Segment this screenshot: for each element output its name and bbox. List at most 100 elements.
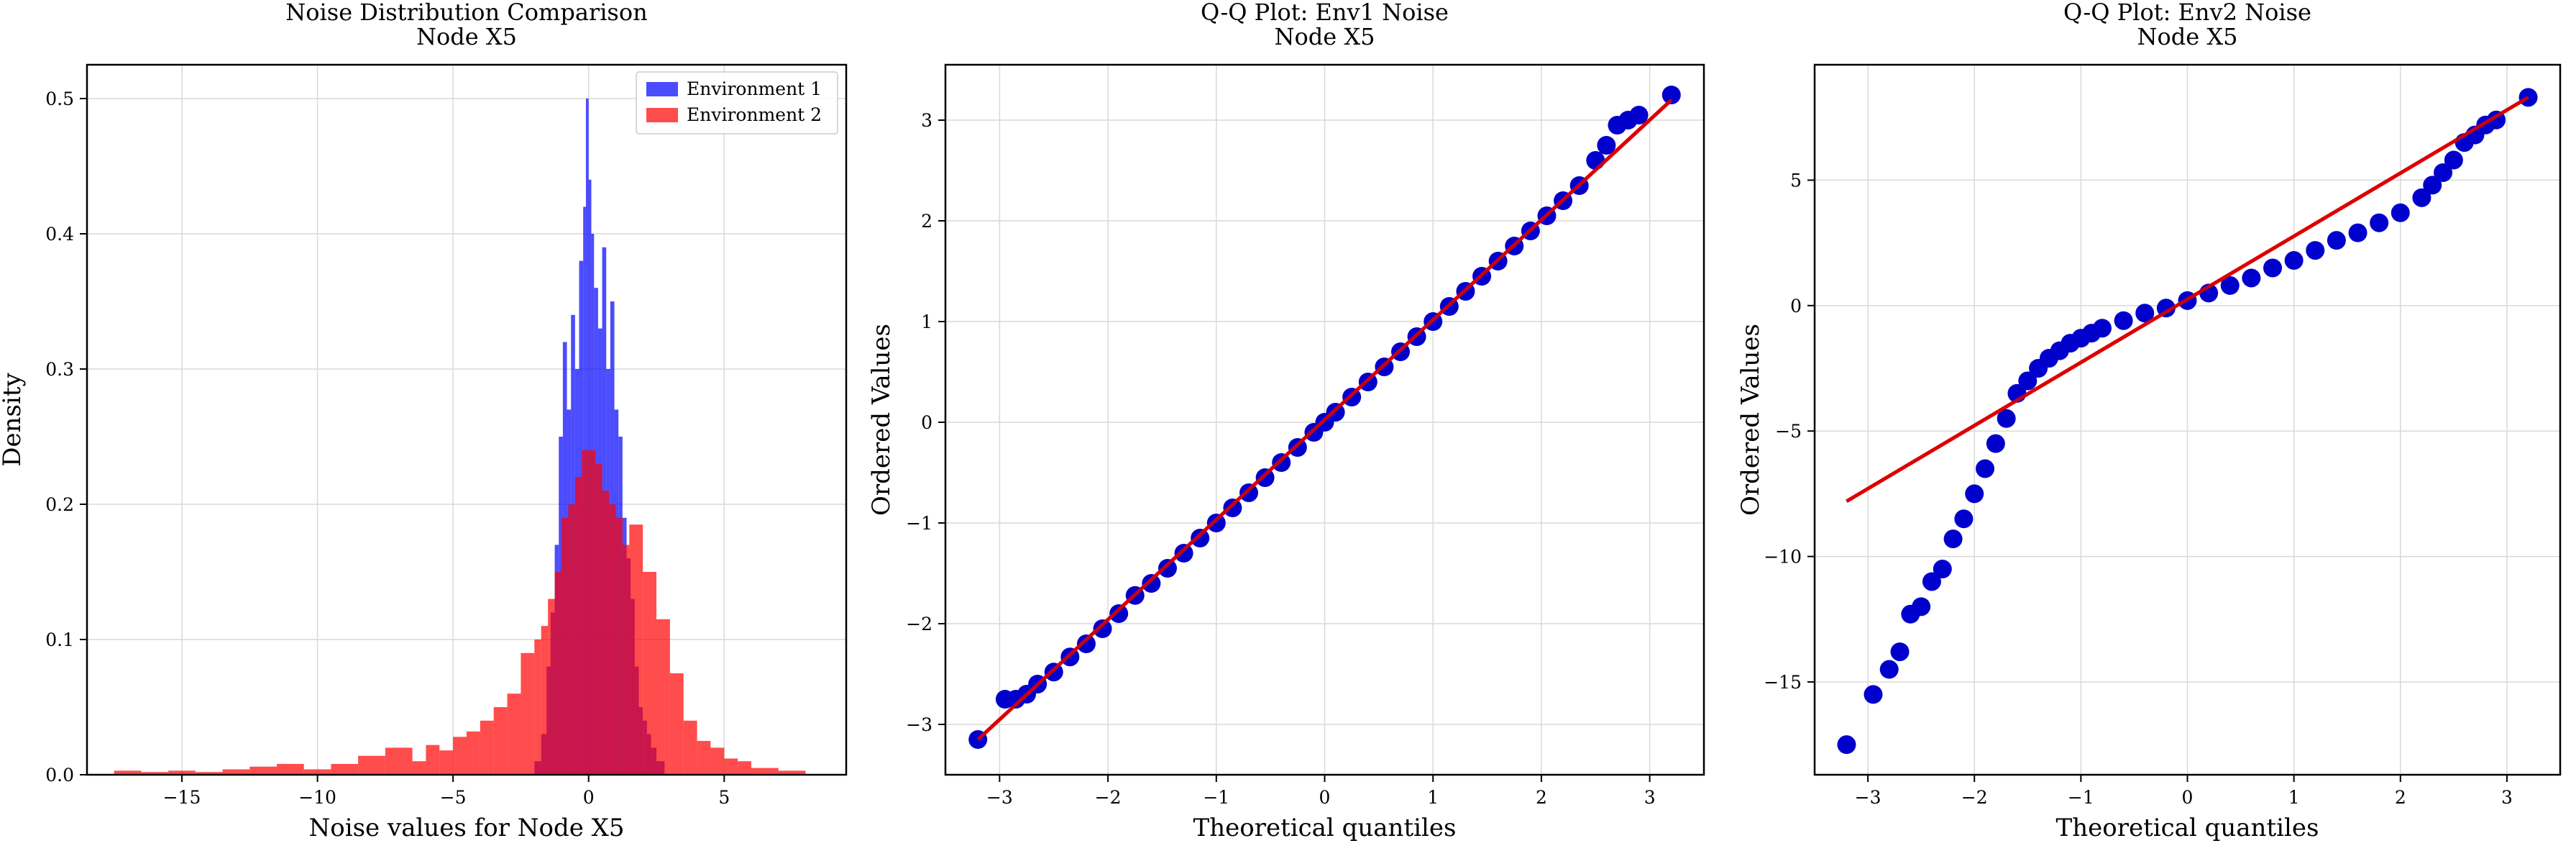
histogram-bar-series-2 [541,626,549,775]
qq-point [1255,468,1275,487]
x-tick-label: −15 [163,787,201,808]
x-tick-label: −2 [1095,787,1122,808]
histogram-bar-series-2 [622,545,630,775]
qq-point [2220,276,2240,295]
y-tick-label: −2 [906,614,932,634]
chart-panel-2: −3 −2 −1 0 1 2 3 −3 −2 −1 0 1 2 3 Q-Q Plot: Env1 Noise… [867,0,1705,842]
qq-fit-line-overlay [1846,96,2529,503]
qq-point [1206,514,1226,532]
qq-point [1879,660,1899,679]
qq-point [1890,642,1910,662]
qq-point [1837,735,1856,755]
y-tick-label: −1 [906,513,932,534]
qq-point [1943,529,1963,549]
y-tick-label: 0.0 [45,765,74,786]
legend-label: Environment 1 [687,78,822,99]
histogram-bar-series-2 [629,524,643,775]
y-tick-label: 2 [921,211,932,232]
histogram-bar-series-2 [195,772,223,775]
qq-point [2306,241,2325,260]
histogram-bar-series-1 [585,99,589,775]
histogram-bar-series-2 [669,673,684,775]
qq-point [1174,544,1193,563]
qq-point [1629,106,1649,124]
x-tick-label: −10 [298,787,336,808]
x-tick-label: 2 [2395,787,2406,808]
y-tick-label: −15 [1764,672,1802,693]
qq-fit-line-overlay [976,99,1673,741]
qq-point [1922,572,1941,591]
x-tick-label: 1 [2288,787,2300,808]
qq-point [1661,86,1681,104]
legend: Environment 1 Environment 2 [636,71,838,135]
y-tick-label: −5 [1775,421,1802,442]
y-tick-label: 1 [921,311,932,332]
y-tick-label: 3 [921,110,932,131]
qq-point [2242,268,2261,288]
legend-swatch [646,108,678,122]
histogram-bar-series-2 [331,763,359,775]
qq-point [1093,619,1112,638]
y-axis-label: Ordered Values [1736,324,1765,516]
y-tick-label: 0.3 [45,359,74,380]
histogram-bar-series-2 [548,599,555,775]
histogram-bar-series-2 [751,768,779,775]
qq-point [2370,213,2389,232]
histogram-bar-series-2 [507,693,521,775]
histogram-bar-series-2 [778,770,806,775]
histogram-bar-series-2 [609,504,616,775]
histogram-bar-series-2 [168,770,196,775]
x-axis-label: Theoretical quantiles [2056,814,2319,842]
x-tick-label: −1 [1203,787,1229,808]
histogram-bar-series-2 [358,755,385,775]
qq-point [2114,311,2133,330]
qq-point [1586,151,1605,170]
histogram-bar-series-2 [467,731,480,775]
y-axis-label: Ordered Values [867,324,896,516]
y-tick-label: 5 [1790,170,1802,191]
x-tick-label: −1 [2068,787,2094,808]
histogram-bar-series-2 [595,463,602,775]
qq-point [2444,150,2463,170]
qq-point [2434,163,2453,182]
histogram-bar-series-2 [643,572,656,775]
qq-point [1997,409,2016,428]
qq-point [1191,529,1210,547]
histogram-bar-series-2 [114,770,142,775]
qq-point [1223,499,1242,517]
y-tick-label: 0 [921,412,932,433]
x-tick-label: 2 [1536,787,1547,808]
histogram-bar-series-2 [724,758,738,775]
histogram-bar-series-2 [554,572,562,775]
chart-title: Q-Q Plot: Env2 Noise [2063,0,2311,26]
histogram-bar-series-2 [738,761,751,775]
chart-title: Noise Distribution Comparison [285,0,647,26]
histogram-bar-series-2 [249,766,277,775]
legend-box [636,71,838,135]
y-tick-label: 0.5 [45,88,74,109]
qq-point [1933,560,1952,579]
histogram-bar-series-2 [303,769,331,775]
y-tick-label: −3 [906,714,932,735]
chart-panel-1: −15 −10 −5 0 5 0.0 0.1 0.2 0.3 0.4 0.5 Noise Distri… [0,0,848,842]
histogram-bar-series-2 [222,769,250,775]
qq-point [2018,371,2038,391]
histogram-bar-series-2 [141,772,169,775]
histogram-bar-series-2 [588,450,596,775]
qq-point [2348,223,2368,242]
histogram-bar-series-2 [683,720,697,775]
histogram-bar-series-2 [697,741,711,775]
qq-point [2423,176,2442,195]
y-tick-label: 0.4 [45,224,74,245]
histogram-bar-series-2 [480,720,494,775]
histogram-bar-series-2 [656,619,670,775]
x-tick-label: 3 [1644,787,1656,808]
chart-title: Node X5 [2137,23,2238,50]
histogram-bar-series-2 [710,747,725,775]
x-axis-label: Theoretical quantiles [1193,814,1457,842]
qq-point [1965,484,1984,504]
qq-point [1976,459,1995,478]
x-tick-label: 0 [583,787,595,808]
